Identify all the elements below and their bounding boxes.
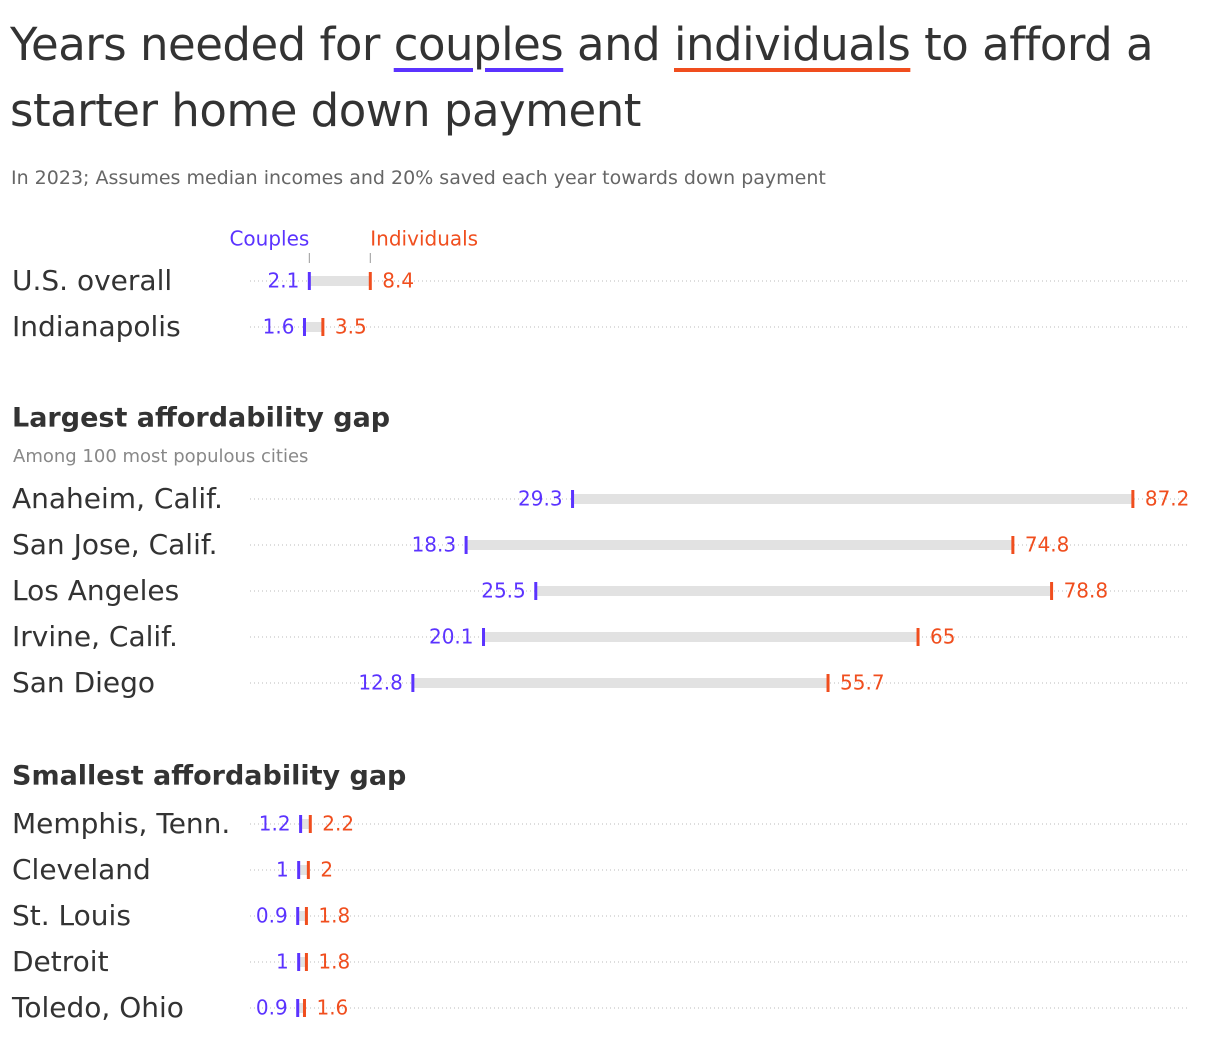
gap-bar — [309, 276, 371, 286]
value-label: 65 — [930, 625, 955, 649]
dot-tick — [302, 318, 306, 336]
value-label: 1.2 — [259, 812, 291, 836]
value-label: 12.8 — [358, 671, 403, 695]
chart-subtitle: In 2023; Assumes median incomes and 20% … — [11, 167, 826, 189]
value-label: 78.8 — [1064, 579, 1109, 603]
title-part: Years needed for — [10, 18, 394, 71]
gap-bar — [304, 322, 323, 332]
dot-tick — [482, 628, 486, 646]
title-part: and — [563, 18, 674, 71]
dot-tick — [411, 674, 415, 692]
value-label: 1.8 — [318, 950, 350, 974]
dot-tick — [308, 815, 312, 833]
dot-tick — [368, 272, 372, 290]
dot-tick — [296, 999, 300, 1017]
dot-tick — [302, 999, 306, 1017]
dot-tick — [321, 318, 325, 336]
gap-bar — [535, 586, 1052, 596]
value-label: 2.2 — [322, 812, 354, 836]
value-label: 87.2 — [1145, 487, 1190, 511]
gap-bar — [297, 1003, 305, 1013]
value-label: 74.8 — [1025, 533, 1070, 557]
gap-bar — [483, 632, 919, 642]
dot-tick — [571, 490, 575, 508]
dot-tick — [304, 907, 308, 925]
dot-tick — [307, 272, 311, 290]
dot-tick — [306, 861, 310, 879]
row-label: Memphis, Tenn. — [12, 807, 230, 840]
gap-bar — [412, 678, 829, 688]
group-subtitle: Among 100 most populous cities — [13, 446, 308, 467]
dot-tick — [534, 582, 538, 600]
value-label: 1.6 — [316, 996, 348, 1020]
title-part: individuals — [674, 18, 911, 71]
value-label: 1.6 — [263, 315, 295, 339]
title-part: to afford a starter home down payment — [10, 18, 1154, 137]
gap-bar — [298, 957, 307, 967]
row-label: Toledo, Ohio — [11, 991, 184, 1024]
row-label: San Jose, Calif. — [12, 528, 218, 561]
row-label: Anaheim, Calif. — [12, 482, 223, 515]
gap-bar — [572, 494, 1133, 504]
dot-tick — [296, 907, 300, 925]
value-label: 20.1 — [429, 625, 474, 649]
value-label: 0.9 — [256, 996, 288, 1020]
row-label: San Diego — [12, 666, 155, 699]
dot-tick — [1011, 536, 1015, 554]
value-label: 1.8 — [318, 904, 350, 928]
value-label: 2 — [320, 858, 333, 882]
value-label: 3.5 — [335, 315, 367, 339]
group-title: Smallest affordability gap — [12, 761, 406, 792]
dot-tick — [916, 628, 920, 646]
value-label: 8.4 — [382, 269, 414, 293]
dot-tick — [297, 953, 301, 971]
value-label: 2.1 — [268, 269, 300, 293]
gap-bar — [298, 865, 309, 875]
dot-tick — [304, 953, 308, 971]
row-label: Indianapolis — [12, 310, 181, 343]
gap-bar — [466, 540, 1013, 550]
value-label: 0.9 — [256, 904, 288, 928]
legend-label: Individuals — [370, 227, 478, 251]
dot-tick — [299, 815, 303, 833]
dot-tick — [464, 536, 468, 554]
value-label: 29.3 — [518, 487, 563, 511]
row-label: Detroit — [12, 945, 109, 978]
row-label: Irvine, Calif. — [12, 620, 178, 653]
dot-tick — [297, 861, 301, 879]
legend-label: Couples — [229, 227, 309, 251]
row-label: Cleveland — [12, 853, 151, 886]
value-label: 1 — [276, 858, 289, 882]
chart-title: Years needed for couples and individuals… — [10, 12, 1215, 144]
row-label: Los Angeles — [12, 574, 179, 607]
value-label: 25.5 — [481, 579, 526, 603]
group-title: Largest affordability gap — [12, 403, 390, 434]
gap-bar — [297, 911, 307, 921]
row-label: St. Louis — [12, 899, 131, 932]
dot-tick — [826, 674, 830, 692]
gap-bar — [300, 819, 311, 829]
value-label: 55.7 — [840, 671, 885, 695]
row-label: U.S. overall — [12, 264, 172, 297]
value-label: 18.3 — [412, 533, 457, 557]
dot-tick — [1131, 490, 1135, 508]
value-label: 1 — [276, 950, 289, 974]
title-part: couples — [393, 18, 564, 71]
dot-tick — [1050, 582, 1054, 600]
